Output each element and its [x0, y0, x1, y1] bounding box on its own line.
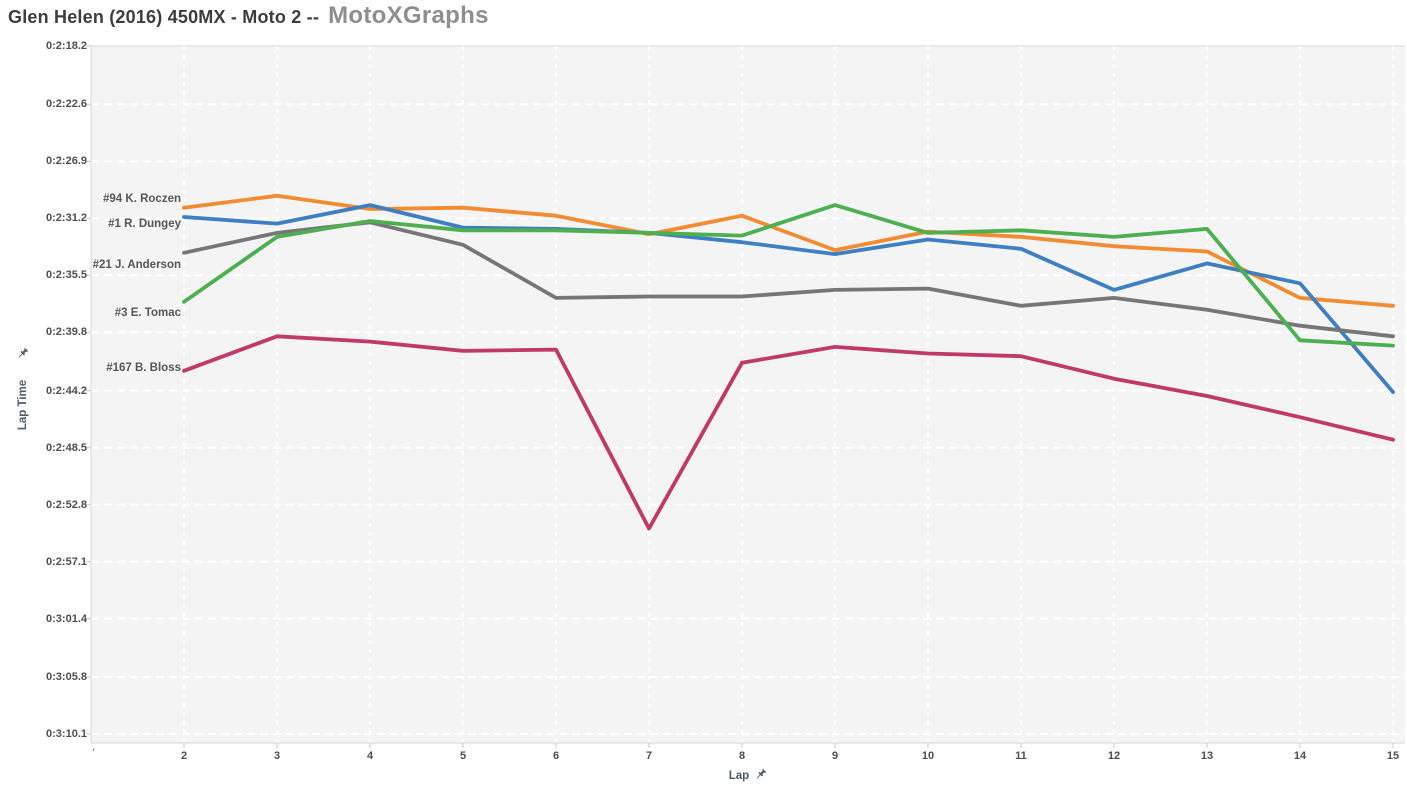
x-tick-label: 5	[459, 750, 467, 762]
x-tick-label: 14	[1293, 750, 1307, 762]
y-tick-label: 0:2:48.5	[46, 441, 87, 454]
y-tick-label: 0:2:18.2	[46, 40, 87, 52]
y-tick-label: 0:3:05.8	[46, 670, 87, 683]
x-tick-label: 8	[738, 750, 746, 762]
chart-title-brand: MotoXGraphs	[328, 2, 489, 29]
x-tick-label: 10	[921, 750, 935, 762]
x-tick-label: 4	[366, 750, 374, 762]
y-axis-pin-icon[interactable]	[16, 347, 29, 363]
chart-title-event: Glen Helen (2016) 450MX - Moto 2 --	[8, 7, 320, 27]
y-tick-label: 0:2:39.8	[46, 326, 87, 339]
series-label-1-r-dungey: #1 R. Dungey	[108, 218, 181, 230]
series-line-3-e-tomac[interactable]	[182, 203, 1395, 348]
y-tick-label: 0:2:26.9	[46, 155, 87, 168]
x-tick-label-clipped: ´	[91, 747, 100, 760]
x-tick-label: 15	[1386, 750, 1400, 762]
chart-title: Glen Helen (2016) 450MX - Moto 2 -- Moto…	[8, 2, 489, 30]
series-line-167-b-bloss[interactable]	[182, 334, 1395, 531]
x-axis-title: Lap	[728, 770, 750, 782]
x-axis-pin-icon[interactable]	[754, 768, 767, 784]
y-tick-label: 0:3:10.1	[46, 727, 87, 740]
x-tick-label: 13	[1200, 750, 1214, 762]
x-tick-label: 11	[1015, 750, 1027, 762]
x-tick-label: 3	[273, 750, 281, 762]
x-tick-label: 7	[645, 750, 653, 762]
y-tick-label: 0:2:44.2	[46, 384, 87, 397]
x-tick-label: 2	[180, 750, 188, 762]
y-tick-label: 0:3:01.4	[46, 612, 87, 625]
series-label-167-b-bloss: #167 B. Bloss	[106, 361, 181, 374]
x-tick-label: 9	[831, 750, 839, 762]
series-line-1-r-dungey[interactable]	[182, 203, 1395, 394]
series-label-21-j-anderson: #21 J. Anderson	[92, 258, 181, 271]
y-tick-label: 0:2:31.2	[46, 212, 87, 225]
y-tick-label: 0:2:57.1	[46, 555, 87, 568]
y-tick-label: 0:2:52.8	[46, 498, 87, 511]
x-tick-label: 12	[1107, 750, 1121, 762]
x-tick-label: 6	[552, 750, 560, 762]
series-label-94-k-roczen: #94 K. Roczen	[103, 192, 181, 205]
y-tick-label: 0:2:35.5	[46, 269, 87, 282]
series-label-3-e-tomac: #3 E. Tomac	[114, 306, 181, 319]
x-axis-title-row: Lap	[91, 766, 1405, 784]
y-tick-label: 0:2:22.6	[46, 98, 87, 111]
y-axis-title: Lap Time	[17, 379, 29, 431]
series-line-21-j-anderson[interactable]	[182, 220, 1395, 339]
